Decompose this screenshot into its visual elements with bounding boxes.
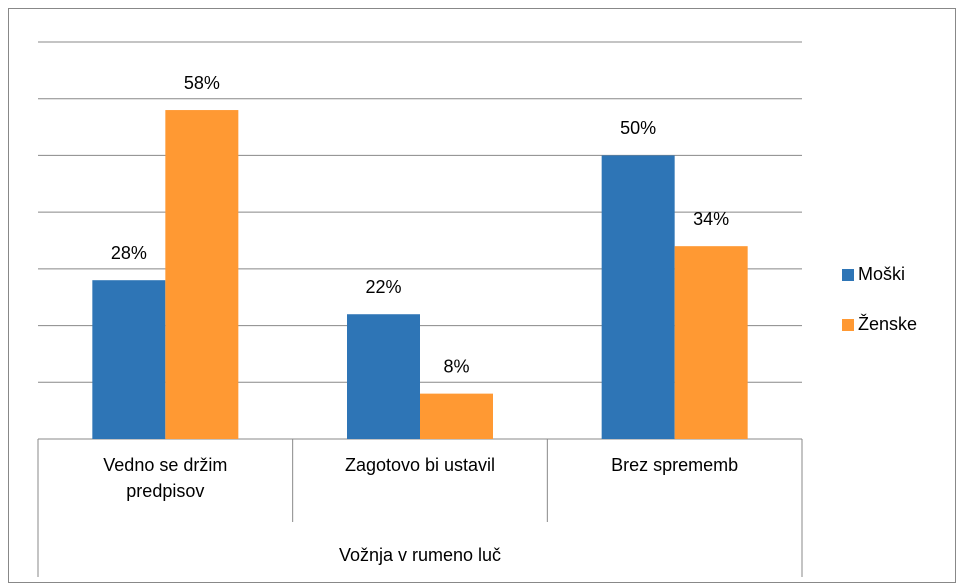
data-label: 50% — [620, 118, 656, 138]
data-label: 28% — [111, 243, 147, 263]
legend-label: Moški — [858, 264, 905, 284]
x-tick-label: Zagotovo bi ustavil — [344, 455, 496, 475]
data-label: 8% — [443, 356, 469, 376]
bar — [165, 110, 239, 440]
bar — [347, 314, 420, 439]
data-label: 34% — [693, 209, 729, 229]
legend-label: Ženske — [858, 314, 917, 334]
data-label: 22% — [365, 277, 401, 297]
bar — [420, 393, 493, 439]
x-tick-label: Brez sprememb — [611, 455, 739, 475]
data-label: 58% — [184, 73, 220, 93]
bar — [674, 246, 748, 439]
bar — [92, 280, 166, 439]
legend-swatch — [842, 319, 854, 331]
chart-border — [8, 8, 956, 583]
bar — [601, 155, 675, 439]
legend-swatch — [842, 269, 854, 281]
x-tick-label: Vedno se držim predpisov — [103, 455, 228, 501]
x-axis-label: Vožnja v rumeno luč — [338, 545, 502, 565]
